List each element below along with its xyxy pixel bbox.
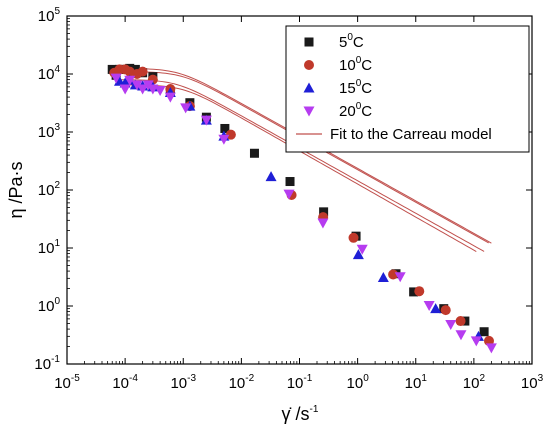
data-point — [110, 73, 122, 84]
data-point — [285, 177, 295, 187]
y-tick-label: 10-1 — [34, 354, 60, 373]
x-tick-label: 10-2 — [229, 373, 255, 392]
data-point — [423, 301, 435, 312]
data-point — [455, 330, 467, 341]
x-tick-label: 102 — [463, 373, 486, 392]
data-point — [164, 92, 176, 103]
data-point — [414, 286, 425, 297]
data-point — [220, 123, 230, 133]
data-point — [348, 232, 359, 243]
x-tick-label: 101 — [405, 373, 428, 392]
y-tick-label: 103 — [38, 122, 61, 141]
x-tick-label: 103 — [521, 373, 544, 392]
data-point — [225, 129, 236, 140]
data-point — [218, 134, 230, 145]
data-point — [131, 80, 143, 91]
data-point — [249, 148, 259, 158]
legend-label: 100C — [339, 55, 372, 74]
y-axis-title: η /Pa·s — [6, 161, 26, 218]
legend-label: 150C — [339, 78, 372, 97]
data-point — [356, 244, 368, 255]
legend-marker — [304, 60, 314, 70]
data-point — [470, 336, 482, 347]
x-tick-labels: 10-5 10-4 10-3 10-2 10-1 100 101 102 103 — [54, 373, 543, 392]
x-tick-label: 10-3 — [170, 373, 196, 392]
y-tick-labels: 10-1 100 101 102 103 104 105 — [34, 6, 60, 373]
data-point — [445, 319, 457, 330]
legend-box — [285, 25, 530, 153]
y-tick-label: 102 — [38, 180, 61, 199]
x-tick-label: 100 — [347, 373, 370, 392]
data-point — [485, 343, 497, 354]
data-points — [107, 63, 497, 354]
data-point — [119, 84, 131, 95]
legend: 50C 100C 150C 200C Fit to the Carreau model — [285, 25, 530, 153]
legend-label: Fit to the Carreau model — [330, 126, 492, 143]
y-tick-label: 105 — [38, 6, 61, 25]
data-point — [265, 171, 277, 182]
legend-marker — [304, 37, 314, 47]
x-axis-title: γ̇ /s-1 — [282, 404, 319, 424]
x-tick-label: 10-4 — [112, 373, 138, 392]
data-point — [319, 207, 329, 217]
data-point — [430, 303, 442, 314]
data-point — [317, 218, 329, 229]
data-point — [409, 287, 419, 297]
y-tick-label: 104 — [38, 64, 61, 83]
y-tick-label: 101 — [38, 238, 61, 257]
legend-marker — [303, 82, 315, 93]
legend-label: 50C — [339, 32, 364, 51]
legend-marker — [303, 106, 315, 117]
y-tick-label: 100 — [38, 296, 61, 315]
data-point — [124, 75, 136, 86]
axis-ticks — [66, 15, 533, 365]
x-tick-label: 10-1 — [287, 373, 313, 392]
x-axis-title-sup: -1 — [310, 404, 319, 415]
data-point — [137, 66, 148, 77]
data-point — [283, 189, 295, 200]
data-point — [154, 85, 166, 96]
data-point — [377, 272, 389, 283]
data-point — [352, 249, 364, 260]
data-point — [200, 115, 212, 126]
x-axis-title-main: γ̇ /s — [282, 404, 310, 424]
data-point — [440, 305, 451, 316]
data-point — [180, 103, 192, 114]
x-tick-label: 10-5 — [54, 373, 80, 392]
data-point — [479, 327, 489, 337]
legend-label: 200C — [339, 101, 372, 120]
data-point — [455, 316, 466, 327]
data-point — [137, 84, 149, 95]
data-point — [394, 272, 406, 283]
data-point — [388, 269, 399, 280]
